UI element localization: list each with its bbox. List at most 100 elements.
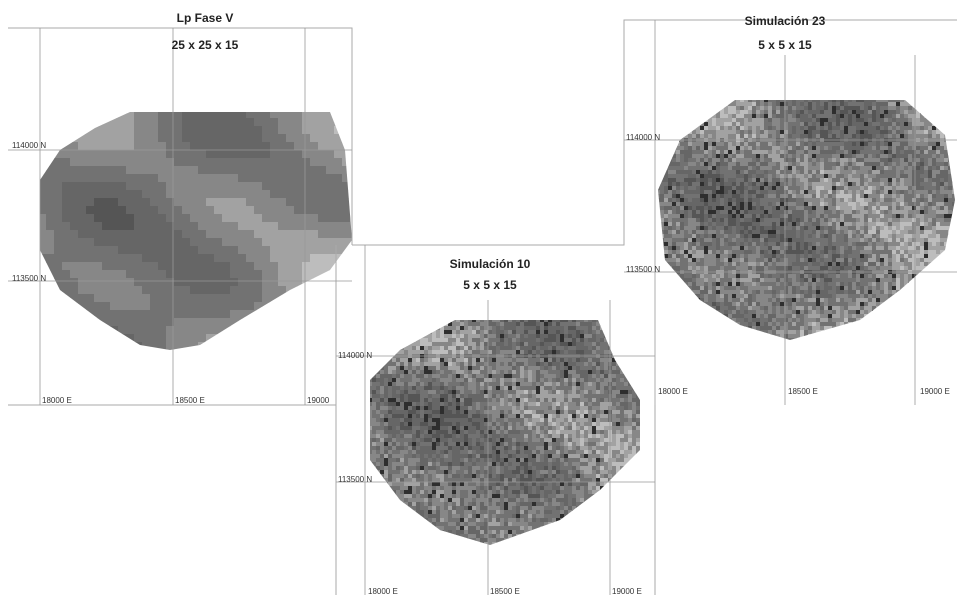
cell <box>552 418 557 423</box>
cell <box>528 402 533 407</box>
cell <box>488 422 493 427</box>
cell <box>86 214 95 223</box>
cell <box>624 442 629 447</box>
cell <box>512 402 517 407</box>
cell <box>508 330 513 335</box>
cell <box>512 498 517 503</box>
cell <box>396 370 401 375</box>
cell <box>420 406 425 411</box>
cell <box>428 426 433 431</box>
cell <box>492 450 497 455</box>
cell <box>370 426 373 431</box>
cell <box>472 518 477 523</box>
cell <box>432 482 437 487</box>
cell <box>480 430 485 435</box>
cell <box>520 430 525 435</box>
cell <box>456 522 461 527</box>
cell <box>436 450 441 455</box>
cell <box>424 462 429 467</box>
cell <box>572 366 577 371</box>
cell <box>496 486 501 491</box>
cell <box>134 182 143 191</box>
cell <box>436 454 441 459</box>
cell <box>628 418 633 423</box>
cell <box>512 334 517 339</box>
cell <box>412 478 417 483</box>
cell <box>444 506 449 511</box>
cell <box>444 454 449 459</box>
cell <box>424 362 429 367</box>
cell <box>632 442 637 447</box>
cell <box>568 490 573 495</box>
cell <box>396 482 401 487</box>
cell <box>500 502 505 507</box>
cell <box>62 158 71 167</box>
cell <box>396 390 401 395</box>
cell <box>568 338 573 343</box>
cell <box>452 346 457 351</box>
cell <box>620 374 625 379</box>
cell <box>174 206 183 215</box>
cell <box>616 374 621 379</box>
cell <box>512 378 517 383</box>
cell <box>70 190 79 199</box>
cell <box>448 498 453 503</box>
cell <box>452 442 457 447</box>
cell <box>198 326 207 335</box>
cell <box>636 418 640 423</box>
cell <box>568 502 573 507</box>
cell <box>436 486 441 491</box>
cell <box>166 198 175 207</box>
cell <box>78 222 87 231</box>
cell <box>588 430 593 435</box>
cell <box>452 362 457 367</box>
cell <box>588 350 593 355</box>
cell <box>604 366 609 371</box>
cell <box>528 338 533 343</box>
cell <box>452 494 457 499</box>
cell <box>604 470 609 475</box>
cell <box>576 490 581 495</box>
cell <box>126 214 135 223</box>
cell <box>540 414 545 419</box>
cell <box>380 474 385 479</box>
cell <box>592 438 597 443</box>
cell <box>512 322 517 327</box>
cell <box>524 422 529 427</box>
cell <box>142 134 151 143</box>
cell <box>496 498 501 503</box>
cell <box>560 320 565 323</box>
cell <box>476 350 481 355</box>
cell <box>432 402 437 407</box>
cell <box>472 494 477 499</box>
cell <box>404 398 409 403</box>
cell <box>198 294 207 303</box>
cell <box>564 350 569 355</box>
cell <box>166 254 175 263</box>
cell <box>500 410 505 415</box>
cell <box>524 522 529 527</box>
cell <box>496 338 501 343</box>
cell <box>480 398 485 403</box>
cell <box>142 318 151 327</box>
cell <box>576 462 581 467</box>
cell <box>230 230 239 239</box>
cell <box>472 422 477 427</box>
cell <box>520 334 525 339</box>
cell <box>436 418 441 423</box>
cell <box>70 254 79 263</box>
cell <box>472 358 477 363</box>
cell <box>520 478 525 483</box>
cell <box>580 378 585 383</box>
cell <box>464 326 469 331</box>
cell <box>182 166 191 175</box>
cell <box>568 410 573 415</box>
cell <box>572 394 577 399</box>
cell <box>440 462 445 467</box>
cell <box>380 378 385 383</box>
cell <box>476 438 481 443</box>
cell <box>576 406 581 411</box>
cell <box>596 474 601 479</box>
cell <box>516 330 521 335</box>
cell <box>636 414 640 419</box>
